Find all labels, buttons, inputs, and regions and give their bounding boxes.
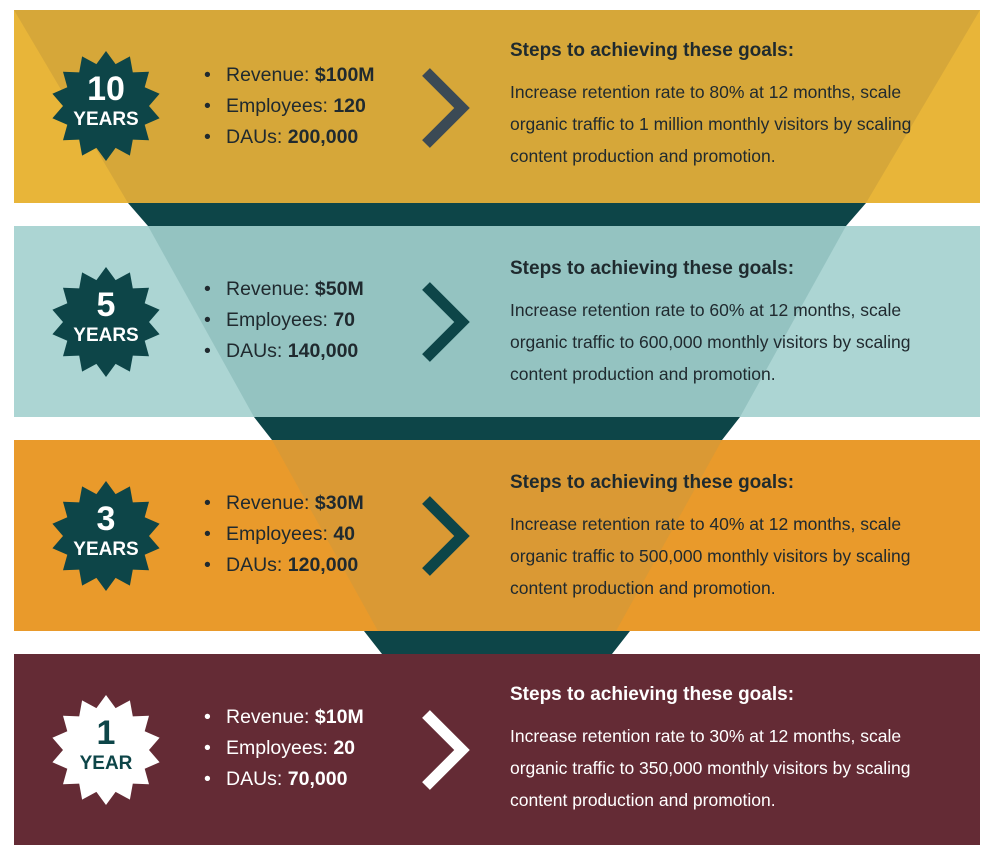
steps-block: Steps to achieving these goals: Increase… xyxy=(510,40,950,172)
badge-unit: YEARS xyxy=(73,109,139,130)
metrics-list: Revenue: $50M Employees: 70 DAUs: 140,00… xyxy=(200,274,364,367)
starburst-badge-icon xyxy=(52,695,160,805)
metrics-list: Revenue: $100M Employees: 120 DAUs: 200,… xyxy=(200,60,375,153)
steps-title: Steps to achieving these goals: xyxy=(510,472,795,493)
metric-daus: DAUs: 120,000 xyxy=(200,550,364,581)
metrics-list: Revenue: $10M Employees: 20 DAUs: 70,000 xyxy=(200,702,364,795)
steps-title: Steps to achieving these goals: xyxy=(510,258,795,279)
steps-block: Steps to achieving these goals: Increase… xyxy=(510,258,950,390)
metric-employees: Employees: 70 xyxy=(200,305,364,336)
tier-badge: 1 YEAR xyxy=(50,694,162,806)
badge-unit: YEARS xyxy=(73,325,139,346)
metric-employees: Employees: 40 xyxy=(200,519,364,550)
goal-band-5-years: 5 YEARS Revenue: $50M Employees: 70 DAUs… xyxy=(14,226,980,417)
chevron-right-icon xyxy=(422,496,470,576)
badge-number: 1 xyxy=(96,714,116,752)
steps-block: Steps to achieving these goals: Increase… xyxy=(510,472,950,604)
badge-number: 3 xyxy=(96,500,116,538)
tier-badge: 10 YEARS xyxy=(50,50,162,162)
starburst-badge-icon xyxy=(52,267,160,377)
chevron-right-icon xyxy=(422,710,470,790)
metric-revenue: Revenue: $50M xyxy=(200,274,364,305)
metric-daus: DAUs: 70,000 xyxy=(200,764,364,795)
metric-daus: DAUs: 200,000 xyxy=(200,122,375,153)
funnel-bar-3 xyxy=(364,631,630,654)
steps-text: Increase retention rate to 60% at 12 mon… xyxy=(510,300,911,384)
goal-band-10-years: 10 YEARS Revenue: $100M Employees: 120 D… xyxy=(14,10,980,203)
chevron-right-icon xyxy=(422,282,470,362)
metric-revenue: Revenue: $10M xyxy=(200,702,364,733)
steps-text: Increase retention rate to 30% at 12 mon… xyxy=(510,726,911,810)
starburst-badge-icon xyxy=(52,481,160,591)
metric-employees: Employees: 20 xyxy=(200,733,364,764)
metric-daus: DAUs: 140,000 xyxy=(200,336,364,367)
goal-band-1-year: 1 YEAR Revenue: $10M Employees: 20 DAUs:… xyxy=(14,654,980,845)
chevron-right-icon xyxy=(422,68,470,148)
metrics-list: Revenue: $30M Employees: 40 DAUs: 120,00… xyxy=(200,488,364,581)
badge-number: 10 xyxy=(87,70,125,108)
steps-title: Steps to achieving these goals: xyxy=(510,684,795,705)
tier-badge: 3 YEARS xyxy=(50,480,162,592)
steps-block: Steps to achieving these goals: Increase… xyxy=(510,684,950,816)
tier-badge: 5 YEARS xyxy=(50,266,162,378)
funnel-segment xyxy=(14,10,980,203)
funnel-bar-2 xyxy=(254,417,740,440)
funnel-segment xyxy=(272,440,722,631)
badge-number: 5 xyxy=(96,286,116,324)
steps-text: Increase retention rate to 80% at 12 mon… xyxy=(510,82,912,166)
goal-band-3-years: 3 YEARS Revenue: $30M Employees: 40 DAUs… xyxy=(14,440,980,631)
metric-revenue: Revenue: $30M xyxy=(200,488,364,519)
steps-title: Steps to achieving these goals: xyxy=(510,40,795,61)
metric-revenue: Revenue: $100M xyxy=(200,60,375,91)
badge-unit: YEAR xyxy=(79,753,133,774)
metric-employees: Employees: 120 xyxy=(200,91,375,122)
funnel-bar-1 xyxy=(128,203,866,226)
badge-unit: YEARS xyxy=(73,539,139,560)
starburst-badge-icon xyxy=(52,51,160,161)
steps-text: Increase retention rate to 40% at 12 mon… xyxy=(510,514,911,598)
